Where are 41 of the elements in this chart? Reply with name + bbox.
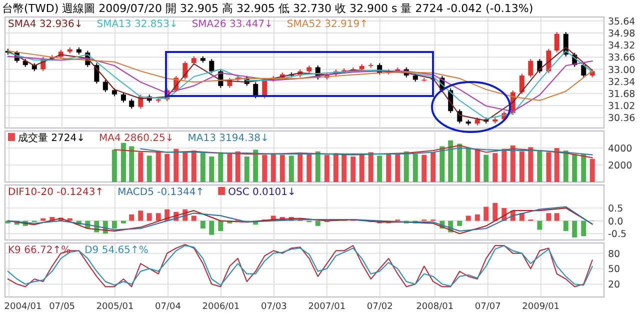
y-tick-label: 34.98	[608, 28, 636, 40]
legend-label: OSC 0.0101↓	[228, 187, 296, 198]
x-tick-label: 07/07	[474, 302, 501, 312]
x-tick-label: 07/04	[155, 302, 182, 312]
y-tick-label: 31.68	[608, 89, 636, 100]
series-label: MA4 2860.25↓	[99, 133, 174, 144]
legend-label: 成交量 2724↓	[18, 132, 86, 144]
y-tick-label: 33.66	[608, 52, 636, 64]
y-tick-label: 4000	[608, 144, 632, 154]
series-label: MACD5 -0.1344↑	[118, 187, 204, 198]
y-tick-label: 31.02	[608, 101, 636, 112]
y-tick-label: 34.32	[608, 40, 636, 52]
y-tick-label: 50	[608, 264, 620, 276]
x-tick-label: 07/02	[366, 302, 393, 312]
series-label: K9 66.72↑%	[8, 245, 71, 256]
x-tick-label: 07/05	[49, 302, 76, 312]
x-tick-label: 2006/01	[202, 302, 240, 312]
y-tick-label: 30.36	[608, 113, 636, 124]
x-tick-label: 2008/01	[416, 302, 454, 312]
x-tick-label: 2007/01	[308, 302, 346, 312]
x-tick-label: 2004/01	[4, 302, 42, 312]
series-label: MA13 3194.38↓	[188, 133, 269, 144]
x-tick-label: 2005/01	[96, 302, 134, 312]
y-tick-label: 33.00	[608, 64, 636, 76]
y-tick-label: 0.5	[608, 204, 624, 215]
y-tick-label: -0.5	[608, 229, 627, 240]
text: SMA4 32.936↓	[8, 19, 83, 30]
y-tick-label: 35.64	[608, 16, 636, 28]
y-tick-label: 20	[608, 280, 620, 291]
text: SMA13 32.853↓	[96, 19, 178, 30]
x-tick-label: 2009/01	[522, 302, 560, 312]
y-tick-label: 0.0	[608, 216, 624, 228]
text: SMA52 32.919↑	[286, 19, 368, 30]
chart-title: 台幣(TWD) 週線圖 2009/07/20 開 32.905 高 32.905 低 32.730 收 32.900 s 量 2724 -0.042 (-0.13%)	[2, 2, 534, 15]
series-label: D9 54.65↑%	[84, 245, 148, 256]
text: SMA26 33.447↓	[192, 19, 273, 30]
y-tick-label: 2000	[608, 160, 632, 172]
y-tick-label: 80	[608, 248, 620, 260]
y-tick-label: 32.34	[608, 76, 636, 88]
text: DIF10-20 -0.1243↑	[8, 187, 104, 198]
x-tick-label: 07/03	[260, 302, 287, 312]
